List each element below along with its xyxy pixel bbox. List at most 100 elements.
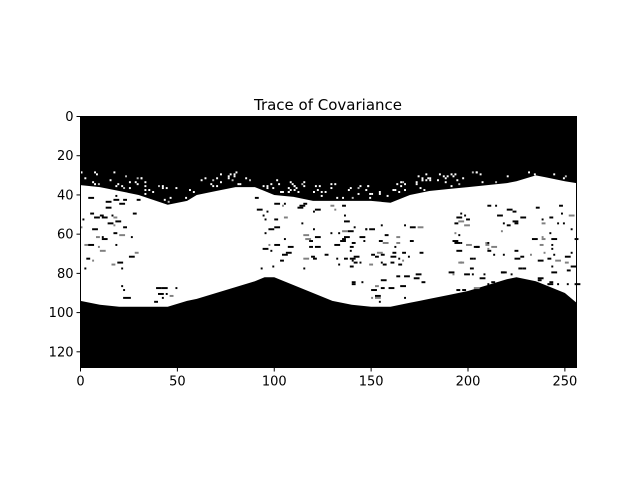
speckle-cell — [144, 192, 147, 195]
speckle-cell — [353, 226, 356, 229]
speckle-cell — [419, 251, 424, 254]
speckle-cell — [479, 277, 486, 280]
speckle-cell — [303, 267, 306, 270]
speckle-cell — [386, 194, 389, 197]
speckle-cell — [506, 175, 509, 178]
speckle-cell — [487, 204, 492, 207]
speckle-cell — [495, 181, 498, 184]
speckle-cell — [115, 220, 122, 223]
y-tick-label: 120 — [49, 345, 74, 360]
speckle-cell — [460, 212, 463, 215]
speckle-cell — [338, 232, 341, 235]
speckle-cell — [566, 283, 569, 286]
speckle-cell — [450, 185, 453, 188]
speckle-cell — [493, 253, 496, 256]
speckle-cell — [274, 202, 281, 205]
speckle-cell — [117, 261, 124, 264]
speckle-cell — [105, 200, 112, 203]
speckle-cell — [287, 245, 294, 248]
speckle-cell — [165, 187, 168, 190]
speckle-cell — [113, 171, 116, 174]
speckle-cell — [561, 212, 563, 215]
speckle-cell — [115, 243, 118, 246]
speckle-cell — [334, 243, 341, 246]
speckle-cell — [398, 263, 403, 266]
speckle-cell — [285, 251, 292, 254]
speckle-cell — [530, 253, 532, 256]
speckle-cell — [303, 181, 306, 184]
speckle-cell — [481, 181, 484, 184]
speckle-cell — [390, 261, 395, 264]
speckle-cell — [152, 191, 155, 193]
speckle-cell — [111, 214, 114, 217]
speckle-cell — [320, 191, 323, 193]
speckle-cell — [485, 243, 490, 246]
speckle-cell — [175, 287, 178, 290]
speckle-cell — [388, 287, 395, 290]
speckle-cell — [113, 224, 116, 227]
axes-frame — [80, 116, 577, 368]
speckle-cell — [382, 242, 389, 244]
speckle-cell — [417, 226, 424, 229]
speckle-cell — [371, 289, 377, 292]
speckle-cell — [466, 218, 470, 221]
speckle-cell — [454, 232, 457, 235]
speckle-cell — [239, 183, 242, 186]
speckle-cell — [353, 255, 360, 258]
speckle-cell — [99, 249, 106, 252]
speckle-cell — [82, 218, 85, 221]
speckle-cell — [313, 191, 315, 193]
speckle-cell — [262, 214, 265, 217]
speckle-cell — [220, 181, 222, 184]
speckle-cell — [154, 300, 158, 303]
speckle-cell — [502, 222, 505, 225]
speckle-cell — [309, 240, 313, 242]
speckle-cell — [220, 173, 222, 176]
speckle-cell — [514, 249, 519, 252]
speckle-cell — [487, 283, 490, 286]
speckle-cell — [144, 189, 147, 192]
speckle-cell — [369, 192, 372, 195]
speckle-cell — [96, 173, 98, 176]
speckle-cell — [344, 257, 348, 260]
speckle-cell — [268, 243, 271, 246]
speckle-cell — [334, 183, 337, 186]
speckle-cell — [84, 177, 87, 180]
speckle-cell — [382, 263, 387, 266]
speckle-cell — [371, 253, 375, 256]
speckle-cell — [427, 177, 430, 180]
speckle-cell — [396, 242, 401, 244]
y-tick-label: 60 — [57, 228, 74, 243]
speckle-cell — [334, 208, 337, 211]
speckle-cell — [446, 175, 449, 178]
speckle-cell — [551, 247, 554, 250]
speckle-cell — [462, 289, 467, 292]
speckle-cell — [262, 247, 269, 250]
speckle-cell — [291, 183, 294, 186]
speckle-cell — [384, 234, 389, 237]
speckle-cell — [541, 238, 546, 241]
speckle-cell — [123, 198, 127, 201]
speckle-cell — [316, 189, 319, 192]
speckle-cell — [115, 194, 118, 197]
speckle-cell — [458, 261, 465, 264]
speckle-cell — [500, 230, 503, 233]
speckle-cell — [365, 228, 368, 231]
speckle-cell — [289, 189, 292, 192]
speckle-cell — [369, 196, 372, 199]
speckle-cell — [421, 177, 424, 180]
speckle-cell — [161, 287, 168, 290]
speckle-cell — [268, 228, 275, 231]
speckle-cell — [454, 173, 457, 176]
speckle-cell — [557, 283, 560, 286]
speckle-cell — [380, 287, 385, 290]
speckle-cell — [349, 249, 352, 252]
speckle-cell — [479, 173, 482, 176]
speckle-cell — [409, 240, 414, 242]
speckle-cell — [303, 185, 306, 188]
speckle-cell — [311, 255, 315, 258]
speckle-cell — [283, 238, 286, 241]
speckle-cell — [272, 265, 275, 268]
speckle-cell — [396, 275, 401, 278]
speckle-cell — [314, 208, 321, 211]
